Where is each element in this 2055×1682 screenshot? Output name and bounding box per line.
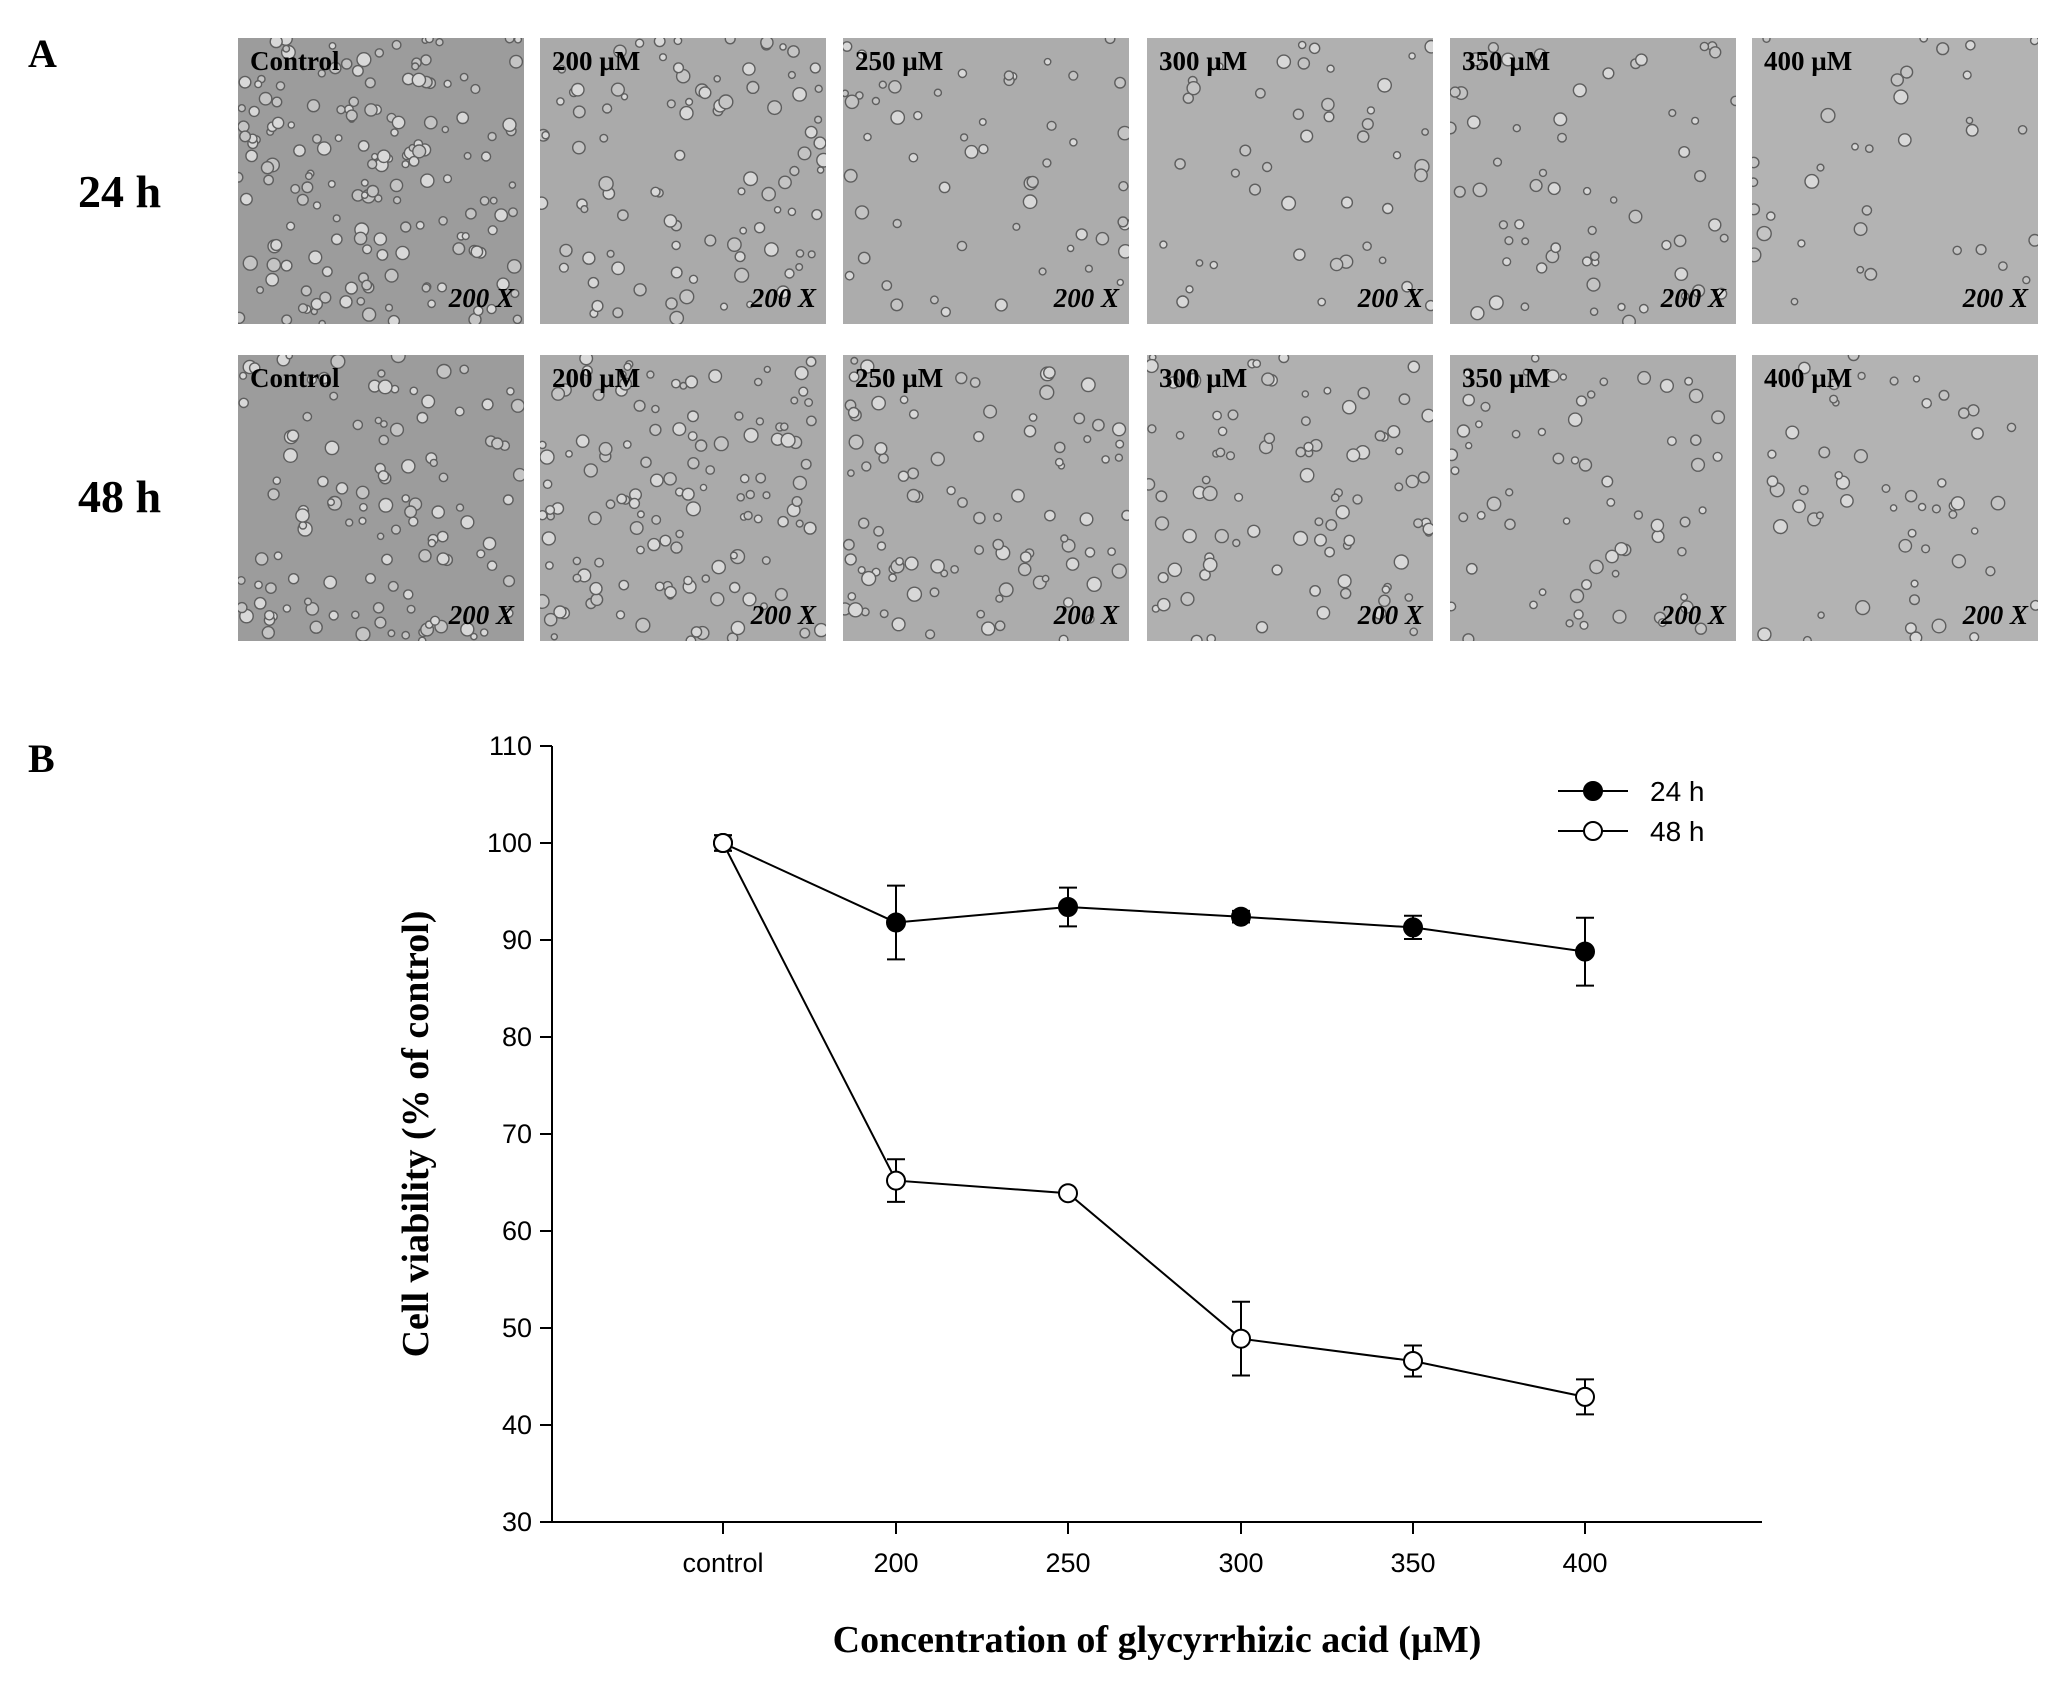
micrograph-tile: 300 µM 200 X: [1147, 38, 1433, 324]
tile-concentration-label: 200 µM: [552, 46, 641, 76]
series-line: [722, 842, 1586, 1398]
cell-texture: [1450, 355, 1726, 641]
tile-magnification-label: 200 X: [1660, 283, 1726, 313]
x-tick-label: 200: [873, 1548, 918, 1578]
tile-concentration-label: 350 µM: [1462, 46, 1551, 76]
micrograph-tile: Control 200 X: [238, 355, 524, 641]
cell-texture: [540, 38, 826, 324]
y-tick-label: 90: [502, 925, 532, 955]
data-point: [886, 1170, 906, 1191]
tile-concentration-label: Control: [250, 363, 340, 393]
tile-magnification-label: 200 X: [1053, 283, 1119, 313]
data-point: [1058, 1183, 1078, 1204]
tile-concentration-label: Control: [250, 46, 340, 76]
data-point: [1231, 906, 1251, 927]
micrograph-tile: 200 µM 200 X: [540, 355, 826, 641]
legend-label: 24 h: [1650, 776, 1705, 807]
micrograph-tile: 400 µM 200 X: [1752, 38, 2038, 324]
tile-magnification-label: 200 X: [1962, 283, 2028, 313]
tile-concentration-label: 300 µM: [1159, 46, 1248, 76]
data-point: [1575, 1386, 1595, 1407]
cell-texture: [540, 355, 826, 641]
legend-label: 48 h: [1650, 816, 1705, 847]
data-point: [886, 912, 906, 933]
tile-concentration-label: 400 µM: [1764, 46, 1853, 76]
row-label-24h: 24 h: [78, 166, 162, 217]
data-point: [1231, 1328, 1251, 1349]
tile-concentration-label: 300 µM: [1159, 363, 1248, 393]
legend-marker: [1583, 781, 1603, 801]
micrograph-tile: 200 µM 200 X: [540, 38, 826, 324]
tile-magnification-label: 200 X: [448, 283, 514, 313]
series-line: [722, 842, 1586, 953]
tile-magnification-label: 200 X: [448, 600, 514, 630]
legend-marker: [1583, 821, 1603, 841]
tile-concentration-label: 350 µM: [1462, 363, 1551, 393]
data-point: [1575, 941, 1595, 962]
cell-texture: [238, 355, 524, 641]
cell-texture: [238, 38, 524, 324]
data-point: [713, 833, 733, 853]
panel-a-letter: A: [28, 31, 57, 76]
row-label-48h: 48 h: [78, 471, 162, 522]
micrograph-tile: 300 µM 200 X: [1147, 355, 1433, 641]
micrograph-tile: 250 µM 200 X: [843, 355, 1129, 641]
tile-magnification-label: 200 X: [1357, 283, 1423, 313]
cell-texture: [843, 356, 1129, 641]
x-tick-label: 350: [1390, 1548, 1435, 1578]
x-tick-label: 400: [1562, 1548, 1607, 1578]
tile-magnification-label: 200 X: [750, 283, 816, 313]
y-tick-label: 60: [502, 1216, 532, 1246]
y-axis-title: Cell viability (% of control): [395, 911, 437, 1358]
micrograph-tile: 350 µM 200 X: [1450, 355, 1736, 641]
micrograph-tile: 350 µM 200 X: [1450, 38, 1736, 324]
micrograph-tile: Control 200 X: [238, 38, 524, 324]
tile-concentration-label: 250 µM: [855, 46, 944, 76]
y-tick-label: 30: [502, 1507, 532, 1537]
y-tick-label: 50: [502, 1313, 532, 1343]
x-tick-label: control: [682, 1548, 763, 1578]
tile-concentration-label: 250 µM: [855, 363, 944, 393]
tile-magnification-label: 200 X: [1962, 600, 2028, 630]
y-tick-label: 80: [502, 1022, 532, 1052]
data-point: [1058, 897, 1078, 917]
y-tick-label: 100: [487, 828, 532, 858]
tile-concentration-label: 200 µM: [552, 363, 641, 393]
y-tick-label: 40: [502, 1410, 532, 1440]
tile-magnification-label: 200 X: [1357, 600, 1423, 630]
tile-magnification-label: 200 X: [1053, 600, 1119, 630]
cell-texture: [1752, 38, 2038, 306]
panel-b-letter: B: [28, 736, 55, 781]
micrograph-tile: 400 µM 200 X: [1752, 355, 2038, 641]
cell-texture: [1147, 355, 1433, 641]
tile-magnification-label: 200 X: [750, 600, 816, 630]
data-point: [1403, 917, 1423, 938]
x-axis-title: Concentration of glycyrrhizic acid (µM): [833, 1619, 1482, 1661]
y-tick-label: 70: [502, 1119, 532, 1149]
tile-concentration-label: 400 µM: [1764, 363, 1853, 393]
micrograph-tile: 250 µM 200 X: [843, 38, 1129, 324]
cell-texture: [1159, 39, 1433, 312]
y-tick-label: 110: [489, 731, 532, 761]
tile-magnification-label: 200 X: [1660, 600, 1726, 630]
cell-texture: [1450, 41, 1736, 324]
data-point: [1403, 1351, 1423, 1371]
x-tick-label: 250: [1045, 1548, 1090, 1578]
cell-texture: [843, 38, 1129, 318]
x-tick-label: 300: [1218, 1548, 1263, 1578]
cell-texture: [1757, 355, 2038, 641]
